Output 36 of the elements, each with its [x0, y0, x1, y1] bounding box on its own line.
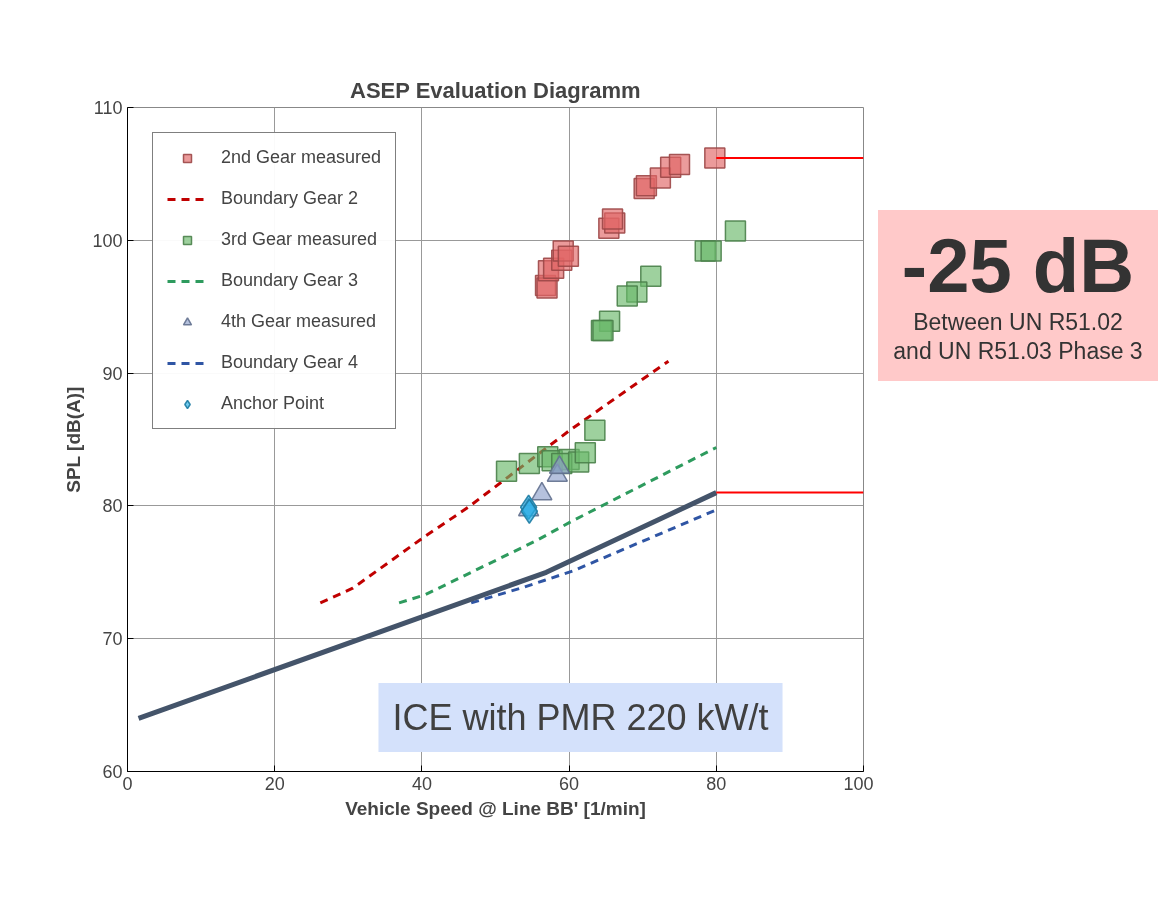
- legend-label: Boundary Gear 3: [221, 270, 359, 291]
- point: [520, 498, 539, 524]
- chart-title: ASEP Evaluation Diagramm: [350, 77, 641, 103]
- line-series: [397, 445, 718, 605]
- legend-label: Anchor Point: [221, 393, 325, 414]
- y-tick-label: 100: [92, 230, 123, 251]
- legend-label: Boundary Gear 4: [221, 352, 359, 373]
- x-tick-label: 40: [411, 773, 432, 794]
- point: [700, 240, 722, 262]
- y-tick-label: 80: [102, 496, 123, 517]
- text: Between UN R51.02 and UN R51.03 Phase 3: [892, 307, 1144, 367]
- point: [584, 419, 606, 441]
- text: -25 dB: [900, 223, 1136, 308]
- y-tick-label: 70: [102, 629, 123, 650]
- point: [704, 147, 726, 169]
- point: [574, 442, 597, 464]
- legend-label: 2nd Gear measured: [221, 147, 382, 168]
- point: [640, 265, 662, 287]
- y-tick-label: 90: [102, 363, 123, 384]
- legend-label: 3rd Gear measured: [221, 229, 378, 250]
- annotation: ICE with PMR 220 kW/t: [392, 697, 769, 738]
- point: [724, 220, 747, 242]
- point: [616, 285, 638, 307]
- x-tick-label: 20: [264, 773, 285, 794]
- legend-label: 4th Gear measured: [221, 311, 377, 332]
- y-tick-label: 110: [93, 98, 123, 118]
- legend-label: Boundary Gear 2: [221, 188, 359, 209]
- x-tick-label: 0: [122, 773, 133, 794]
- x-tick-label: 60: [559, 773, 580, 794]
- point: [495, 460, 518, 483]
- point: [557, 245, 580, 267]
- point: [668, 153, 691, 176]
- x-tick-label: 80: [706, 773, 727, 794]
- x-tick-label: 100: [843, 773, 874, 794]
- y-axis-title: SPL [dB(A)]: [63, 386, 85, 493]
- x-axis-title: Vehicle Speed @ Line BB' [1/min]: [345, 797, 646, 819]
